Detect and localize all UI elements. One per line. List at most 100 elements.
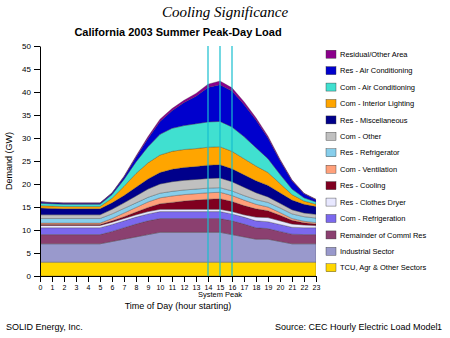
x-tick-label: 0 [39,284,43,291]
legend-item: Com - Refrigeration [326,214,405,223]
peak-line [207,46,208,276]
legend-label: Com - Other [340,132,382,141]
y-tick-mark [34,69,40,70]
legend-label: Remainder of Comml Res [340,231,427,240]
x-tick: 6 [111,276,115,291]
x-tick-label: 21 [289,284,297,291]
x-tick-mark [76,276,77,282]
legend-item: Com - Air Conditioning [326,83,415,92]
y-tick-label: 50 [22,42,31,51]
y-tick: 50 [22,42,40,51]
legend-swatch [326,247,336,255]
x-tick-label: 10 [157,284,165,291]
footer-text: SOLID Energy, Inc. [6,322,83,332]
y-tick: 25 [22,157,40,166]
x-axis: 01234567891011121314151617181920212223 [39,276,321,291]
x-tick: 21 [289,276,297,291]
legend-item: Com - Interior Lighting [326,99,414,108]
x-tick: 19 [265,276,273,291]
legend-item: Com - Other [326,132,382,141]
plot: 0123456789101112131415161718192021222305… [4,42,320,311]
legend-item: Industrial Sector [326,247,395,256]
y-tick: 10 [22,226,40,235]
x-tick-mark [88,276,89,282]
legend-label: Res - Clothes Dryer [340,198,406,207]
legend-swatch [326,132,336,140]
legend-swatch [326,116,336,124]
y-tick-mark [34,207,40,208]
x-tick-label: 3 [75,284,79,291]
subtitle: Cooling Significance [162,4,289,20]
legend: Residual/Other AreaRes - Air Conditionin… [326,50,427,273]
x-tick: 9 [147,276,151,291]
legend-label: TCU, Agr & Other Sectors [340,263,427,272]
y-tick: 15 [22,203,40,212]
x-tick-label: 1 [51,284,55,291]
x-tick-mark [304,276,305,282]
legend-swatch [326,50,336,58]
x-tick-mark [232,276,233,282]
legend-swatch [326,198,336,206]
x-axis-line [41,276,317,277]
y-tick-mark [34,230,40,231]
x-tick: 17 [241,276,249,291]
legend-swatch [326,100,336,108]
legend-swatch [326,83,336,91]
x-tick-label: 12 [181,284,189,291]
y-tick: 5 [27,249,40,258]
x-tick: 18 [253,276,261,291]
legend-swatch [326,215,336,223]
x-tick: 22 [301,276,309,291]
x-tick: 4 [87,276,91,291]
y-tick-label: 40 [22,88,31,97]
y-tick: 40 [22,88,40,97]
x-tick: 3 [75,276,79,291]
y-tick-mark [34,161,40,162]
x-tick-mark [172,276,173,282]
x-tick: 14 [205,276,213,291]
x-tick-mark [280,276,281,282]
x-tick-mark [244,276,245,282]
y-tick-label: 5 [27,249,32,258]
y-tick: 45 [22,65,40,74]
y-tick-label: 0 [27,272,32,281]
y-tick-label: 15 [22,203,31,212]
legend-swatch [326,182,336,190]
y-tick: 30 [22,134,40,143]
y-tick: 20 [22,180,40,189]
x-tick-mark [100,276,101,282]
legend-label: Res - Miscellaneous [340,116,408,125]
footer-text: 1 [437,322,442,332]
x-tick-mark [196,276,197,282]
x-axis-title: Time of Day (hour starting) [125,301,232,311]
x-tick-mark [220,276,221,282]
x-tick-label: 20 [277,284,285,291]
legend-label: Com - Air Conditioning [340,83,415,92]
legend-item: Res - Miscellaneous [326,116,408,125]
x-tick-mark [184,276,185,282]
x-tick: 13 [193,276,201,291]
x-tick-mark [160,276,161,282]
peak-line [219,46,220,276]
annotation: System Peak [198,290,242,299]
x-tick-mark [268,276,269,282]
x-tick-label: 7 [123,284,127,291]
x-tick: 23 [313,276,321,291]
legend-label: Com - Interior Lighting [340,99,414,108]
y-tick-label: 30 [22,134,31,143]
legend-swatch [326,165,336,173]
y-axis-line [40,47,41,277]
legend-label: Residual/Other Area [340,50,408,59]
y-tick-label: 25 [22,157,31,166]
y-tick-label: 35 [22,111,31,120]
legend-item: TCU, Agr & Other Sectors [326,263,427,272]
y-tick-label: 10 [22,226,31,235]
x-tick-mark [136,276,137,282]
x-tick-label: 18 [253,284,261,291]
y-tick-label: 45 [22,65,31,74]
legend-item: Com - Ventilation [326,165,397,174]
x-tick: 10 [157,276,165,291]
y-tick-mark [34,92,40,93]
y-tick: 0 [27,272,40,281]
marks [40,46,316,276]
